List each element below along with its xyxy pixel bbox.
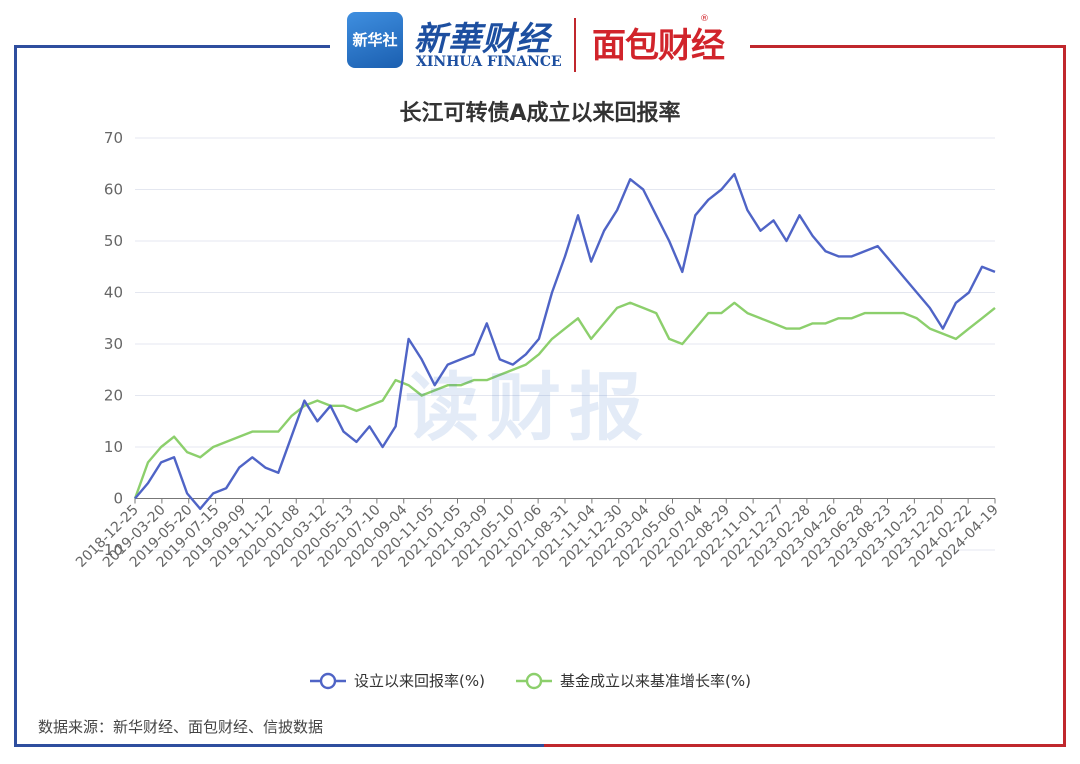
y-tick-label: 30 (104, 335, 123, 353)
y-tick-label: -10 (99, 541, 124, 559)
frame-top-left-border (14, 45, 330, 48)
source-note: 数据来源：新华财经、面包财经、信披数据 (38, 718, 324, 736)
y-tick-label: 0 (113, 490, 123, 508)
y-tick-label: 20 (104, 387, 123, 405)
xinhua-finance-logo: 新華财经 (414, 19, 550, 58)
logo-divider (574, 18, 576, 72)
xinhua-logo-icon: 新华社 (347, 12, 403, 68)
y-tick-label: 60 (104, 181, 123, 199)
legend-label: 设立以来回报率(%) (354, 672, 485, 690)
chart-title: 长江可转债A成立以来回报率 (399, 101, 681, 126)
frame-top-right-border (750, 45, 1066, 48)
frame-right-border (1063, 45, 1066, 747)
series-return-line (134, 172, 996, 510)
frame-bottom-right-border (544, 744, 1066, 747)
frame-bottom-left-border (14, 744, 544, 747)
frame-left-border (14, 45, 17, 747)
registered-mark: ® (700, 14, 709, 24)
xinhua-finance-english: XINHUA FINANCE (416, 54, 562, 70)
legend-label: 基金成立以来基准增长率(%) (560, 672, 751, 690)
y-tick-label: 70 (104, 129, 123, 147)
mianbao-finance-logo: 面包财经 (592, 26, 725, 66)
watermark-text: 读财报 (405, 365, 651, 451)
y-tick-label: 40 (104, 284, 123, 302)
y-tick-label: 50 (104, 232, 123, 250)
series-benchmark-line (133, 301, 996, 499)
legend-marker (525, 672, 543, 690)
legend-marker (319, 672, 337, 690)
y-tick-label: 10 (104, 438, 123, 456)
